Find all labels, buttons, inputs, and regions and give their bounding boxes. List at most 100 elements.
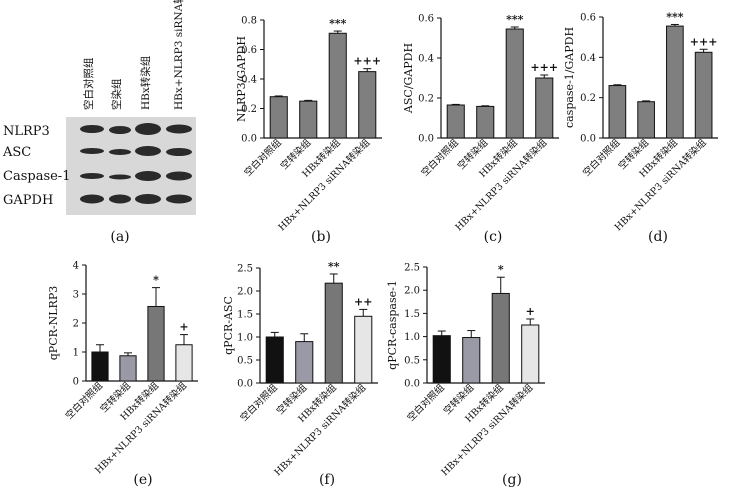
y-tick-label: 2 [73, 319, 79, 330]
blot-lane-label-4: HBx+NLRP3 siRNA转染组 [172, 0, 185, 110]
band-label-nlrp3: NLRP3 [3, 124, 50, 139]
y-axis-label: ASC/GAPDH [402, 43, 415, 114]
bar [269, 96, 288, 139]
y-axis-label: qPCR-NLRP3 [47, 286, 60, 360]
band-caspase-1-lane-1 [80, 173, 104, 179]
y-tick-label: 0.6 [418, 14, 434, 25]
bar [299, 100, 318, 139]
significance-label: ** [328, 260, 340, 273]
blot-band-labels: NLRP3 ASC Caspase-1 GAPDH [2, 124, 70, 208]
significance-label: *** [666, 10, 684, 23]
bar [462, 337, 481, 384]
blot-bands [80, 123, 192, 204]
y-tick-label: 3 [73, 290, 79, 301]
y-tick-label: 2.5 [404, 263, 420, 274]
chart-panel-5: 0.00.51.01.52.02.5qPCR-ASC空白对照组空转染组**HBx… [222, 260, 378, 488]
panel-label: (b) [311, 229, 331, 245]
y-tick-label: 1.5 [404, 309, 420, 320]
bar [476, 105, 495, 139]
band-gapdh-lane-4 [166, 194, 192, 204]
y-tick-label: 4 [73, 261, 79, 272]
panel-label: (c) [484, 229, 503, 245]
bar [432, 335, 451, 384]
y-tick-label: 0.6 [241, 45, 257, 56]
y-tick-label: 0.0 [404, 379, 420, 390]
y-tick-label: 0.5 [237, 356, 253, 367]
y-tick-label: 1.0 [237, 333, 253, 344]
significance-label: *** [506, 13, 524, 26]
bar [505, 28, 524, 139]
band-caspase-1-lane-3 [135, 171, 161, 181]
band-label-asc: ASC [2, 145, 31, 160]
band-gapdh-lane-1 [80, 194, 104, 204]
bar [265, 336, 284, 384]
band-gapdh-lane-3 [135, 194, 161, 204]
y-axis-label: caspase-1/GAPDH [563, 27, 576, 128]
band-asc-lane-1 [80, 148, 104, 154]
y-tick-label: 1 [73, 348, 79, 359]
bar [521, 324, 540, 384]
bar [324, 282, 343, 384]
bar [119, 355, 137, 382]
bar [491, 292, 510, 384]
band-nlrp3-lane-3 [135, 123, 161, 135]
chart-panel-4: 01234qPCR-NLRP3空白对照组空转染组*HBx转染组+HBx+NLRP… [47, 261, 198, 488]
bar [608, 85, 627, 139]
blot-lane-label-1: 空白对照组 [82, 57, 95, 110]
panel-label: (e) [133, 472, 152, 488]
y-tick-label: 0.4 [241, 75, 257, 86]
band-nlrp3-lane-4 [166, 124, 192, 134]
band-asc-lane-2 [109, 149, 131, 155]
bar [694, 51, 713, 139]
significance-label: + [179, 321, 188, 334]
significance-label: * [498, 263, 504, 276]
western-blot-panel: 空白对照组 空染组 HBx转染组 HBx+NLRP3 siRNA转染组 NLRP… [2, 0, 196, 245]
bar [91, 351, 109, 382]
band-asc-lane-4 [166, 148, 192, 156]
significance-label: + [526, 305, 535, 318]
y-axis-label: NLRP3/GAPDH [235, 36, 248, 122]
y-tick-label: 0.2 [418, 94, 434, 105]
y-tick-label: 0 [73, 377, 79, 388]
bar [354, 315, 373, 384]
y-tick-label: 0.2 [580, 93, 596, 104]
y-tick-label: 0.0 [237, 379, 253, 390]
band-asc-lane-3 [135, 146, 161, 156]
y-tick-label: 2.0 [404, 286, 420, 297]
y-tick-label: 0.0 [418, 134, 434, 145]
band-nlrp3-lane-2 [109, 126, 131, 134]
x-tick-label: 空白对照组 [63, 379, 105, 421]
band-nlrp3-lane-1 [80, 125, 104, 133]
y-tick-label: 2.5 [237, 264, 253, 275]
y-tick-label: 1.0 [404, 332, 420, 343]
bar [328, 32, 347, 139]
y-tick-label: 0.4 [418, 54, 434, 65]
bar [147, 305, 165, 382]
panel-label: (g) [502, 472, 522, 488]
panel-label: (f) [319, 472, 335, 488]
y-tick-label: 0.8 [241, 16, 257, 27]
y-axis-label: qPCR-ASC [222, 296, 235, 355]
panel-label: (d) [648, 229, 668, 245]
bar [295, 341, 314, 384]
band-gapdh-lane-2 [109, 194, 131, 204]
chart-panel-6: 0.00.51.01.52.02.5qPCR-caspase-1空白对照组空转染… [386, 263, 545, 488]
y-axis-label: qPCR-caspase-1 [386, 280, 399, 370]
chart-panel-3: 0.00.20.40.6caspase-1/GAPDH空白对照组空转染组***H… [563, 10, 718, 245]
significance-label: +++ [690, 35, 718, 48]
significance-label: ++ [354, 295, 372, 308]
bar [666, 25, 684, 139]
band-caspase-1-lane-2 [109, 174, 131, 180]
blot-lane-label-3: HBx转染组 [139, 55, 152, 110]
chart-panel-2: 0.00.20.40.6ASC/GAPDH空白对照组空转染组***HBx转染组+… [402, 13, 559, 245]
bar [175, 344, 193, 382]
bar [446, 104, 465, 139]
bar [637, 101, 655, 139]
chart-panel-1: 0.00.20.40.60.8NLRP3/GAPDH空白对照组空转染组***HB… [235, 16, 382, 245]
y-tick-label: 0.0 [580, 134, 596, 145]
bar [535, 77, 554, 139]
band-label-caspase-1: Caspase-1 [3, 169, 70, 184]
y-tick-label: 0.0 [241, 134, 257, 145]
significance-label: +++ [530, 61, 558, 74]
